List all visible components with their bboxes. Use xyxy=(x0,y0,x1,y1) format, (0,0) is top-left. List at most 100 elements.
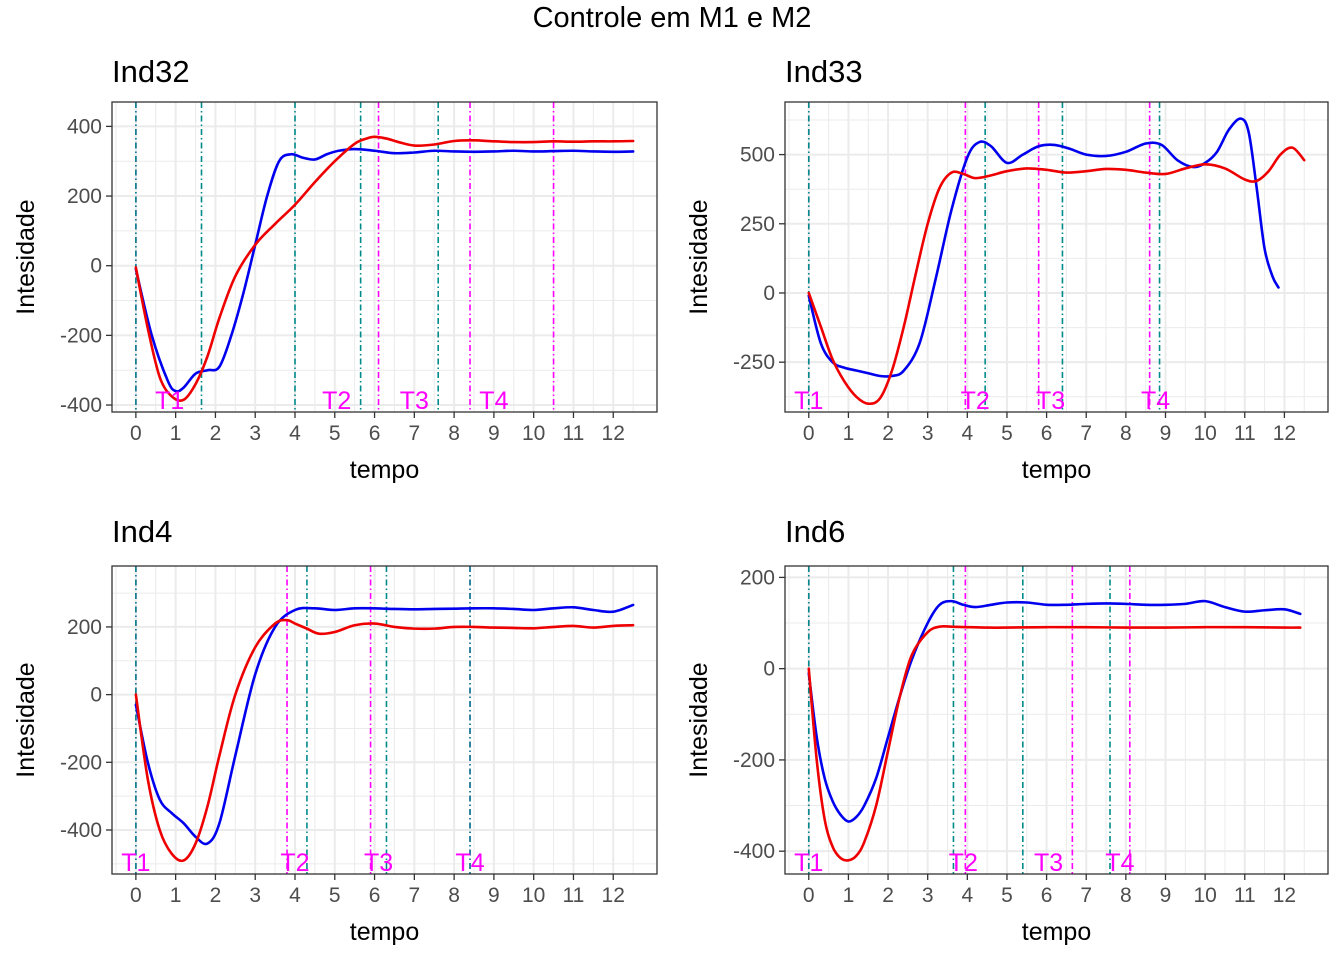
panel-plot-area xyxy=(807,566,1302,874)
annotation-label: T3 xyxy=(364,849,393,877)
panel-border xyxy=(784,565,1329,875)
x-tick-label: 12 xyxy=(602,884,625,907)
annotation-label: T3 xyxy=(1034,849,1063,877)
x-tick-label: 0 xyxy=(130,884,142,907)
x-tick-label: 12 xyxy=(1273,884,1296,907)
annotation-label: T2 xyxy=(280,849,309,877)
annotation-label: T4 xyxy=(1141,387,1170,415)
x-tick-label: 6 xyxy=(369,422,381,445)
y-axis-label: Intesidade xyxy=(685,199,713,314)
x-tick-label: 8 xyxy=(448,884,460,907)
x-tick-label: 11 xyxy=(563,422,585,445)
annotation-label: T4 xyxy=(455,849,484,877)
series-line-2 xyxy=(807,624,1302,862)
series-line-1 xyxy=(134,603,635,846)
y-tick-label: 200 xyxy=(67,616,102,639)
y-tick-label: -400 xyxy=(733,840,775,863)
annotation-label: T2 xyxy=(322,387,351,415)
panel-border xyxy=(111,565,658,875)
x-tick-label: 11 xyxy=(1234,422,1256,445)
x-tick-label: 5 xyxy=(329,884,341,907)
x-tick-label: 12 xyxy=(602,422,625,445)
annotation-label: T2 xyxy=(961,387,990,415)
x-tick-label: 4 xyxy=(289,884,301,907)
annotation-label: T3 xyxy=(1036,387,1065,415)
y-axis-label: Intesidade xyxy=(685,662,713,777)
x-tick-label: 7 xyxy=(1080,422,1092,445)
annotation-label: T1 xyxy=(794,387,823,415)
panel-border xyxy=(111,101,658,413)
y-tick-label: -400 xyxy=(60,394,102,417)
x-tick-label: 5 xyxy=(1001,884,1013,907)
y-tick-label: 500 xyxy=(740,144,775,167)
x-tick-label: 2 xyxy=(882,422,894,445)
x-tick-label: 2 xyxy=(882,884,894,907)
x-axis-label: tempo xyxy=(1022,456,1091,484)
x-tick-label: 9 xyxy=(488,884,500,907)
panel-ind32: T1 T2 T3 T40 1 2 3 4 5 6 7 8 9 10 11 12-400-2000200400t… xyxy=(12,54,658,484)
x-tick-label: 7 xyxy=(408,422,420,445)
annotation-label: T4 xyxy=(479,387,508,415)
y-tick-label: -400 xyxy=(60,819,102,842)
x-tick-label: 3 xyxy=(922,884,934,907)
x-tick-label: 0 xyxy=(803,884,815,907)
x-tick-label: 3 xyxy=(922,422,934,445)
x-axis-label: tempo xyxy=(350,456,419,484)
figure-title: Controle em M1 e M2 xyxy=(532,2,812,34)
panel-title: Ind32 xyxy=(112,54,190,89)
y-tick-label: 250 xyxy=(740,213,775,236)
panel-border xyxy=(784,101,1329,413)
x-tick-label: 1 xyxy=(843,422,855,445)
y-tick-label: 0 xyxy=(763,282,775,305)
x-tick-label: 3 xyxy=(249,422,261,445)
y-tick-label: -200 xyxy=(60,751,102,774)
panel-title: Ind4 xyxy=(112,514,172,549)
panel-background xyxy=(112,102,657,412)
x-axis-label: tempo xyxy=(350,918,419,946)
panel-background xyxy=(785,566,1328,874)
x-tick-label: 9 xyxy=(1160,422,1172,445)
x-tick-label: 5 xyxy=(329,422,341,445)
annotation-label: T1 xyxy=(121,849,150,877)
x-tick-label: 8 xyxy=(448,422,460,445)
x-tick-label: 11 xyxy=(1234,884,1256,907)
x-tick-label: 2 xyxy=(210,884,222,907)
panel-plot-area xyxy=(134,566,635,874)
x-tick-label: 11 xyxy=(563,884,585,907)
y-axis-label: Intesidade xyxy=(12,199,40,314)
x-tick-label: 10 xyxy=(522,884,545,907)
x-tick-label: 0 xyxy=(803,422,815,445)
panel-ind4: T1 T2 T3 T40 1 2 3 4 5 6 7 8 9 10 11 12-400-2000200temp… xyxy=(12,514,658,946)
y-tick-label: 200 xyxy=(740,566,775,589)
y-tick-label: -250 xyxy=(733,351,775,374)
panel-background xyxy=(785,102,1328,412)
panel-title: Ind33 xyxy=(785,54,863,89)
series-line-1 xyxy=(807,117,1280,378)
x-tick-label: 6 xyxy=(1041,422,1053,445)
panel-ind33: T1 T2 T3 T40 1 2 3 4 5 6 7 8 9 10 11 12-2500250500tempo… xyxy=(685,54,1329,484)
annotation-label: T2 xyxy=(949,849,978,877)
x-tick-label: 7 xyxy=(408,884,420,907)
x-tick-label: 2 xyxy=(210,422,222,445)
y-axis-label: Intesidade xyxy=(12,662,40,777)
panel-title: Ind6 xyxy=(785,514,845,549)
series-line-2 xyxy=(134,618,635,863)
y-tick-label: -200 xyxy=(733,749,775,772)
x-tick-label: 4 xyxy=(289,422,301,445)
x-tick-label: 4 xyxy=(961,422,973,445)
series-line-2 xyxy=(134,135,635,402)
y-tick-label: 0 xyxy=(90,255,102,278)
annotation-label: T3 xyxy=(400,387,429,415)
series-line-1 xyxy=(807,599,1302,823)
y-tick-label: 0 xyxy=(763,658,775,681)
x-tick-label: 5 xyxy=(1001,422,1013,445)
x-tick-label: 1 xyxy=(170,422,182,445)
annotation-label: T1 xyxy=(794,849,823,877)
series-line-1 xyxy=(134,147,635,393)
x-tick-label: 6 xyxy=(369,884,381,907)
y-tick-label: -200 xyxy=(60,324,102,347)
x-tick-label: 3 xyxy=(249,884,261,907)
x-axis-label: tempo xyxy=(1022,918,1091,946)
x-tick-label: 12 xyxy=(1273,422,1296,445)
x-tick-label: 10 xyxy=(1193,884,1216,907)
